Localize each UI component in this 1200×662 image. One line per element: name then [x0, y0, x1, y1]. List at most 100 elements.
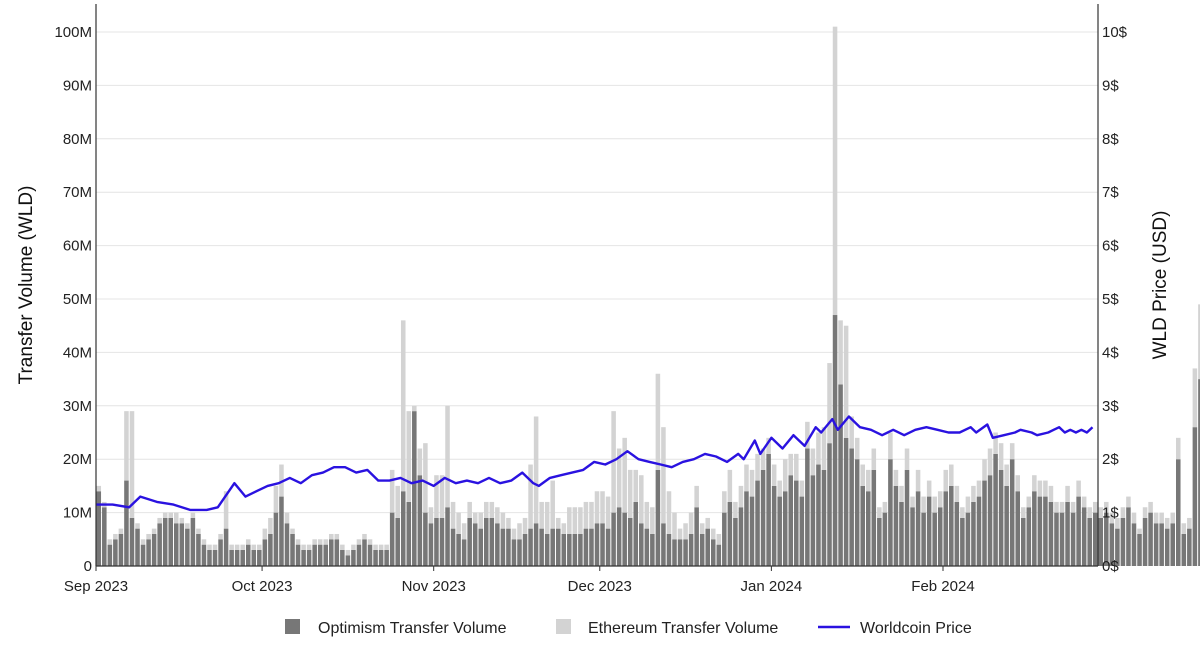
bar-ethereum [805, 421, 810, 449]
bar-ethereum [257, 544, 262, 550]
bar-ethereum [661, 427, 666, 524]
bar-ethereum [135, 523, 140, 529]
bar-optimism [589, 528, 594, 566]
bar-ethereum [567, 507, 572, 534]
bar-optimism [583, 528, 589, 566]
bar-optimism [843, 437, 849, 566]
bar-optimism [257, 549, 262, 566]
bar-ethereum [633, 469, 639, 502]
bar-ethereum [860, 464, 865, 486]
bar-ethereum [384, 544, 389, 550]
bar-optimism [373, 549, 378, 566]
bar-ethereum [174, 512, 179, 524]
bar-optimism [727, 501, 733, 566]
bar-optimism [395, 517, 400, 566]
bar-optimism [323, 544, 329, 566]
bar-optimism [1120, 517, 1126, 566]
bar-optimism [611, 512, 616, 566]
bar-ethereum [461, 523, 467, 540]
legend-label-price: Worldcoin Price [860, 620, 972, 637]
left-tick-label: 70M [63, 184, 92, 201]
bar-optimism [666, 533, 672, 566]
bar-optimism [738, 507, 744, 566]
bar-ethereum [971, 485, 976, 502]
bar-ethereum [998, 443, 1004, 470]
bar-optimism [406, 501, 412, 566]
bar-ethereum [450, 501, 456, 529]
bar-ethereum [694, 485, 699, 508]
bar-optimism [1070, 512, 1076, 566]
bar-ethereum [810, 448, 816, 476]
bar-ethereum [622, 437, 627, 513]
bar-optimism [899, 501, 904, 566]
bar-optimism [1032, 491, 1037, 566]
bar-ethereum [578, 507, 583, 534]
bar-ethereum [960, 507, 965, 518]
left-tick-label: 90M [63, 77, 92, 94]
bar-optimism [888, 459, 893, 566]
bar-optimism [113, 539, 118, 566]
bar-optimism [639, 523, 644, 566]
bar-optimism [766, 453, 771, 566]
bar-optimism [1131, 523, 1137, 566]
bar-ethereum [550, 480, 555, 529]
bar-ethereum [1164, 517, 1170, 529]
bar-ethereum [129, 411, 135, 518]
bar-ethereum [627, 469, 633, 518]
bar-ethereum [400, 320, 406, 492]
bar-optimism [827, 443, 832, 566]
bar-optimism [561, 533, 567, 566]
bar-optimism [572, 533, 578, 566]
bar-optimism [506, 528, 511, 566]
bar-optimism [1092, 512, 1098, 566]
bar-ethereum [910, 496, 915, 508]
bar-optimism [423, 512, 428, 566]
bar-optimism [439, 517, 445, 566]
bar-optimism [417, 475, 423, 566]
bar-optimism [312, 544, 317, 566]
bar-ethereum [1115, 517, 1120, 529]
bar-optimism [456, 533, 461, 566]
bar-ethereum [472, 512, 478, 524]
bar-ethereum [555, 517, 561, 529]
bar-optimism [207, 549, 212, 566]
bar-optimism [384, 549, 389, 566]
bar-ethereum [943, 469, 949, 492]
bar-ethereum [484, 501, 489, 518]
bar-ethereum [295, 539, 301, 545]
bar-ethereum [1020, 507, 1026, 518]
bar-optimism [544, 533, 550, 566]
bar-ethereum [456, 512, 461, 534]
bar-ethereum [284, 512, 290, 524]
bar-ethereum [312, 539, 317, 545]
bar-ethereum [406, 411, 412, 502]
bar-ethereum [738, 485, 744, 508]
bar-optimism [1153, 523, 1159, 566]
bar-ethereum [113, 533, 118, 540]
bar-ethereum [877, 507, 882, 518]
bar-optimism [528, 528, 533, 566]
bar-optimism [212, 549, 218, 566]
bar-optimism [550, 528, 555, 566]
bar-ethereum [533, 416, 539, 524]
bar-ethereum [1015, 475, 1020, 492]
bar-ethereum [290, 528, 295, 534]
bar-optimism [146, 539, 151, 566]
bar-ethereum [190, 512, 196, 518]
bar-ethereum [1048, 485, 1054, 502]
bar-optimism [185, 528, 190, 566]
bar-ethereum [904, 448, 910, 470]
bar-optimism [960, 517, 965, 566]
bar-ethereum [1126, 496, 1131, 508]
bar-ethereum [1004, 464, 1009, 486]
left-axis-title: Transfer Volume (WLD) [16, 186, 37, 385]
bar-optimism [1198, 379, 1200, 566]
bar-ethereum [677, 528, 683, 540]
bar-optimism [334, 539, 340, 566]
bar-ethereum [539, 501, 544, 529]
bar-optimism [710, 539, 716, 566]
bar-ethereum [1153, 512, 1159, 524]
bar-ethereum [688, 512, 694, 534]
bar-ethereum [915, 469, 921, 492]
bar-optimism [251, 549, 257, 566]
